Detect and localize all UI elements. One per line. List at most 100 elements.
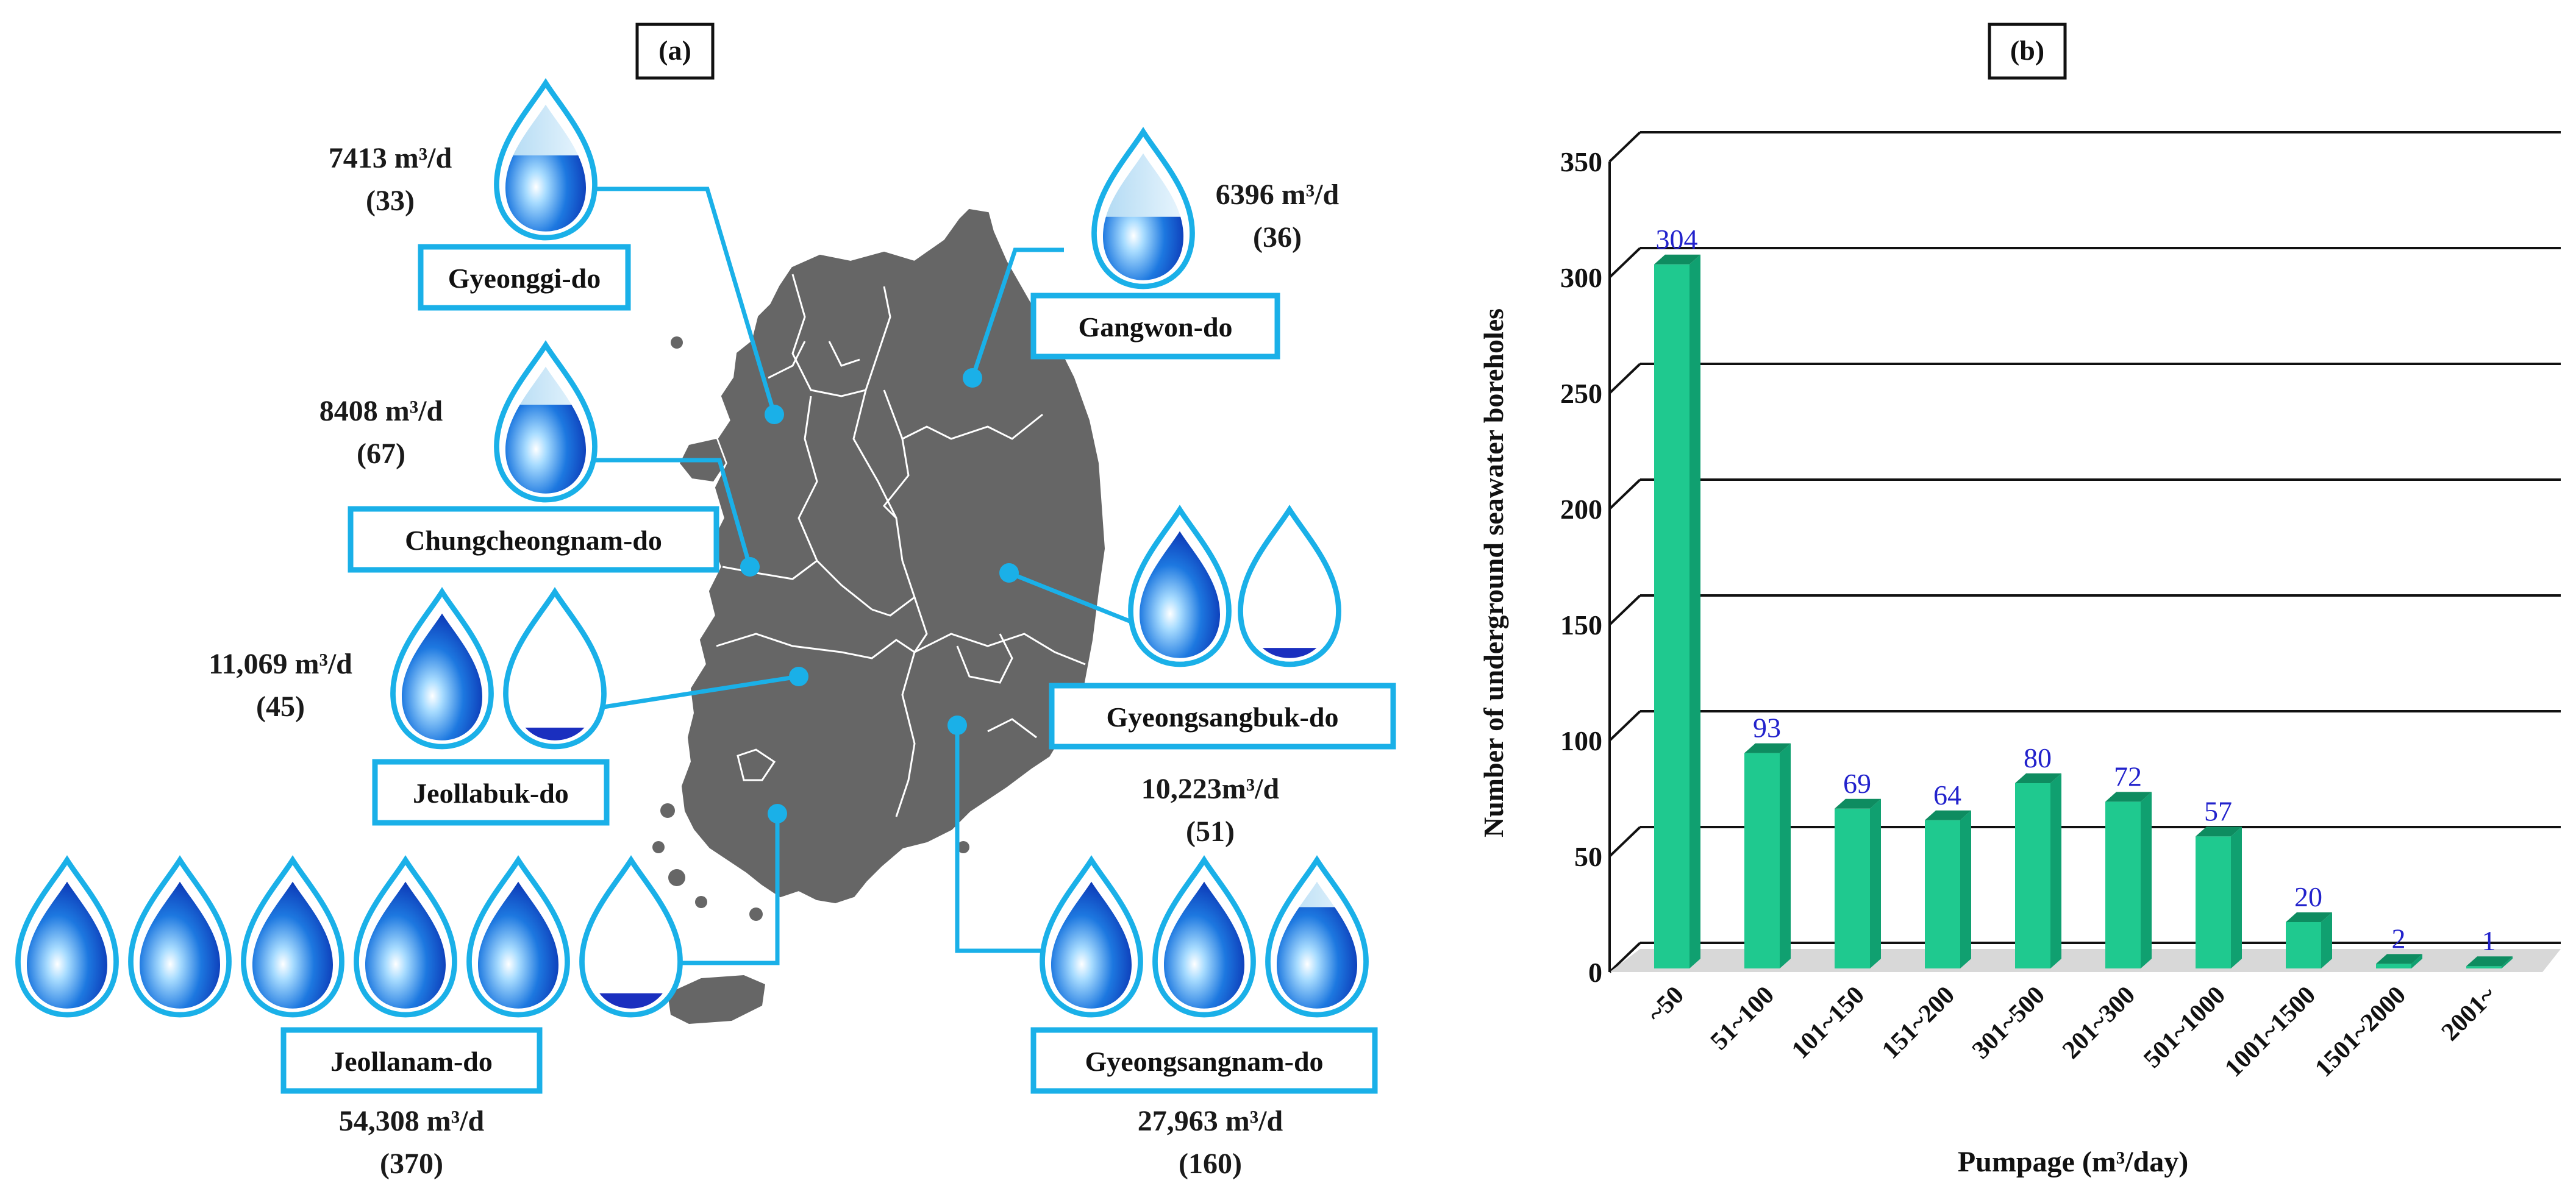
connector-gyeonggi bbox=[594, 186, 777, 415]
data-label: 304 bbox=[1656, 224, 1698, 255]
panel-a-label: (a) bbox=[658, 35, 691, 66]
dot-jeollabuk bbox=[789, 667, 808, 686]
bar-front bbox=[2466, 966, 2502, 968]
region-box-gyeonggi bbox=[418, 244, 631, 311]
bar-side bbox=[2141, 792, 2152, 968]
y-tick-label: 250 bbox=[1560, 378, 1602, 409]
gridline-diagonal bbox=[1608, 710, 1641, 742]
water-drop-icon bbox=[1152, 855, 1256, 1018]
bar-top bbox=[1835, 798, 1881, 809]
water-drop-icon bbox=[494, 340, 598, 503]
region-name: Gyeongsangnam-do bbox=[1085, 1046, 1323, 1077]
bar bbox=[2015, 773, 2061, 968]
x-tick-label: 201~300 bbox=[2057, 981, 2141, 1065]
region-volume: 10,223m³/d bbox=[1141, 773, 1280, 805]
panel-b-label: (b) bbox=[2010, 35, 2044, 66]
bar-side bbox=[2321, 912, 2332, 968]
region-count: (67) bbox=[357, 438, 405, 470]
data-label: 72 bbox=[2114, 761, 2142, 792]
water-drop-icon bbox=[1238, 505, 1341, 667]
data-label: 57 bbox=[2204, 795, 2232, 826]
panel-a-label-box bbox=[635, 23, 715, 80]
water-drop-icon bbox=[1091, 127, 1195, 289]
region-name: Gangwon-do bbox=[1078, 311, 1232, 343]
region-name: Jeollabuk-do bbox=[413, 778, 569, 809]
bar-side bbox=[2050, 773, 2061, 968]
x-tick-label: 51~100 bbox=[1705, 981, 1780, 1056]
chart-tick-labels: 0 50 100 150 200 250 300 350 bbox=[1560, 146, 1602, 988]
dot-chungcheongnam bbox=[740, 557, 760, 577]
bar bbox=[1744, 743, 1791, 968]
data-label: 2 bbox=[2392, 923, 2406, 954]
island bbox=[695, 896, 707, 908]
bar-front bbox=[2376, 964, 2411, 968]
data-label: 64 bbox=[1933, 780, 1961, 811]
region-box-gyeongsangbuk bbox=[1049, 683, 1396, 750]
region-volume: 8408 m³/d bbox=[319, 395, 443, 427]
x-tick-label: 1001~1500 bbox=[2219, 981, 2321, 1083]
water-drop-icon bbox=[466, 855, 570, 1018]
gridline-diagonal bbox=[1608, 942, 1641, 973]
bar bbox=[1835, 798, 1881, 968]
bar-top bbox=[2105, 792, 2152, 802]
bar-top bbox=[1744, 743, 1791, 753]
bar-side bbox=[1960, 810, 1971, 968]
connector-gyeongsangbuk bbox=[1008, 570, 1132, 624]
province-borders bbox=[716, 274, 1086, 817]
gridline-diagonal bbox=[1608, 478, 1641, 510]
x-tick-label: 151~200 bbox=[1877, 981, 1960, 1065]
x-tick-label: 301~500 bbox=[1967, 981, 2050, 1065]
chart-gridlines bbox=[1608, 131, 2561, 973]
connector-gangwon bbox=[970, 247, 1064, 379]
bar-top bbox=[1925, 810, 1971, 820]
x-tick-label: ~50 bbox=[1642, 981, 1689, 1029]
data-label: 69 bbox=[1843, 768, 1871, 799]
bar-front bbox=[2015, 783, 2050, 968]
y-axis-label: Number of underground seawater boreholes bbox=[1478, 308, 1509, 837]
x-axis-label: Pumpage (m³/day) bbox=[1958, 1146, 2188, 1178]
water-drop-icon bbox=[390, 587, 494, 750]
water-drop-icon bbox=[241, 855, 344, 1018]
gridline-diagonal bbox=[1608, 247, 1641, 279]
region-count: (160) bbox=[1179, 1148, 1242, 1180]
bar bbox=[2196, 826, 2242, 968]
x-tick-label: 2001~ bbox=[2436, 981, 2502, 1046]
y-tick-label: 200 bbox=[1560, 494, 1602, 525]
bar bbox=[2105, 792, 2152, 968]
panel-b-label-box bbox=[1988, 23, 2067, 80]
water-drop-icon bbox=[1040, 855, 1143, 1018]
bar-front bbox=[2286, 922, 2321, 968]
data-label: 80 bbox=[2024, 742, 2052, 773]
bar-side bbox=[2231, 826, 2242, 968]
region-box-jeollanam bbox=[280, 1027, 543, 1094]
y-tick-label: 100 bbox=[1560, 725, 1602, 756]
region-name: Gyeonggi-do bbox=[448, 263, 601, 294]
bar-side bbox=[1870, 798, 1881, 968]
x-tick-label: 1501~2000 bbox=[2310, 981, 2411, 1083]
region-volume: 11,069 m³/d bbox=[209, 648, 352, 680]
water-drop-icon bbox=[1265, 855, 1369, 1018]
y-tick-label: 0 bbox=[1588, 957, 1602, 988]
water-drop-icon bbox=[354, 855, 457, 1018]
bar-front bbox=[2105, 801, 2141, 968]
y-tick-label: 50 bbox=[1574, 841, 1602, 872]
bar-top bbox=[1654, 254, 1700, 265]
island bbox=[668, 869, 685, 886]
bar-side bbox=[2411, 954, 2422, 968]
region-boxes bbox=[280, 244, 1396, 1094]
region-count: (51) bbox=[1186, 815, 1235, 848]
bar-top bbox=[2196, 826, 2242, 837]
region-box-chungcheongnam bbox=[348, 506, 719, 573]
region-dots bbox=[740, 368, 1019, 823]
region-volume: 7413 m³/d bbox=[329, 142, 452, 174]
island bbox=[957, 841, 969, 853]
chart-bars bbox=[1654, 254, 2513, 968]
connectors bbox=[591, 186, 1132, 965]
dot-gyeonggi bbox=[765, 405, 784, 424]
island bbox=[660, 803, 675, 818]
region-count: (45) bbox=[256, 691, 305, 723]
bar-side bbox=[1689, 254, 1700, 968]
panel-b: (b) 0 50 100 150 200 250 300 350 ~50 51~100 101~1… bbox=[1478, 23, 2561, 1178]
bar-top bbox=[2015, 773, 2061, 783]
